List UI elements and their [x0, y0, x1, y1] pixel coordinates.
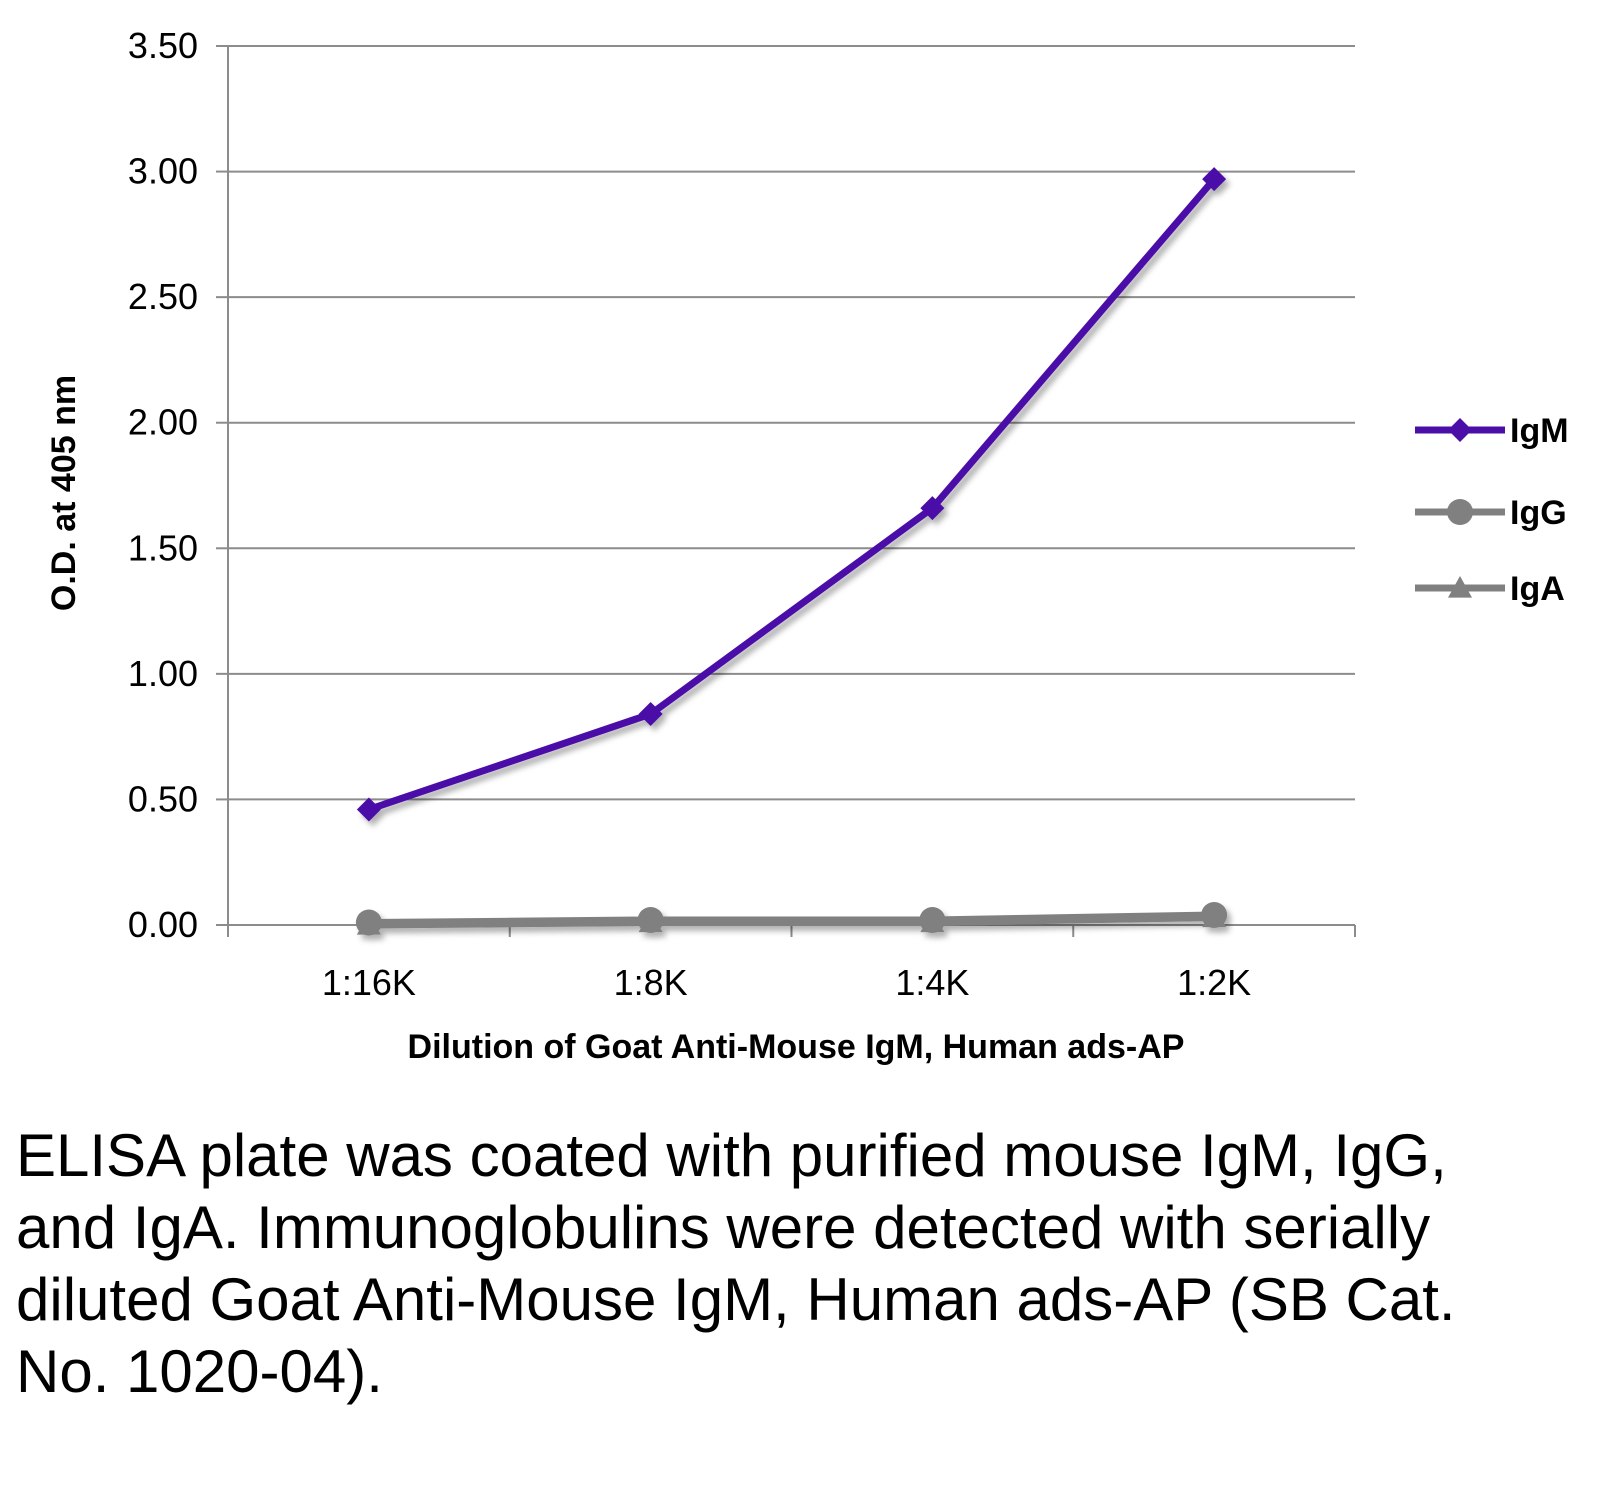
x-axis-title: Dilution of Goat Anti-Mouse IgM, Human a… — [408, 1028, 1185, 1066]
data-point — [920, 496, 945, 521]
y-tick-labels: 0.00 0.50 1.00 1.50 2.00 2.50 3.00 3.50 — [128, 25, 198, 945]
x-tick-label: 1:16K — [322, 962, 416, 1003]
y-tick-label: 0.00 — [128, 904, 198, 945]
x-tick-labels: 1:16K 1:8K 1:4K 1:2K — [322, 962, 1251, 1003]
data-point — [919, 906, 946, 933]
data-point — [638, 702, 663, 727]
data-point — [637, 906, 664, 933]
legend-item-iga: IgA — [1415, 570, 1565, 608]
series-igm — [356, 167, 1227, 822]
figure-caption: ELISA plate was coated with purified mou… — [16, 1122, 1456, 1405]
y-tick-label: 2.50 — [128, 276, 198, 317]
legend-label: IgA — [1510, 570, 1565, 608]
series-igg — [355, 901, 1228, 936]
data-point — [1447, 499, 1473, 525]
legend: IgM IgG IgA — [1415, 412, 1569, 608]
gridlines — [228, 45, 1355, 801]
data-point — [1448, 418, 1472, 442]
y-tick-label: 3.50 — [128, 25, 198, 66]
legend-label: IgG — [1510, 494, 1567, 532]
data-point — [356, 797, 381, 822]
x-tick-label: 1:2K — [1177, 962, 1251, 1003]
y-tick-label: 1.00 — [128, 653, 198, 694]
series-line — [367, 176, 1217, 813]
data-point — [1448, 576, 1472, 598]
x-tick-label: 1:8K — [614, 962, 688, 1003]
y-tick-label: 1.50 — [128, 527, 198, 568]
y-tick-label: 3.00 — [128, 151, 198, 192]
data-point — [1201, 901, 1228, 928]
data-point — [355, 909, 382, 936]
y-axis-title: O.D. at 405 nm — [45, 375, 83, 611]
x-tick-label: 1:4K — [895, 962, 969, 1003]
legend-label: IgM — [1510, 412, 1569, 450]
data-series — [355, 167, 1228, 936]
series-line — [368, 911, 1215, 926]
legend-item-igg: IgG — [1415, 494, 1567, 532]
y-tick-label: 0.50 — [128, 778, 198, 819]
legend-item-igm: IgM — [1415, 412, 1569, 450]
y-tick-label: 2.00 — [128, 402, 198, 443]
elisa-line-chart: 0.000.501.001.502.002.503.003.50 1:16K 1:… — [45, 25, 1569, 1066]
data-point — [1202, 167, 1227, 192]
